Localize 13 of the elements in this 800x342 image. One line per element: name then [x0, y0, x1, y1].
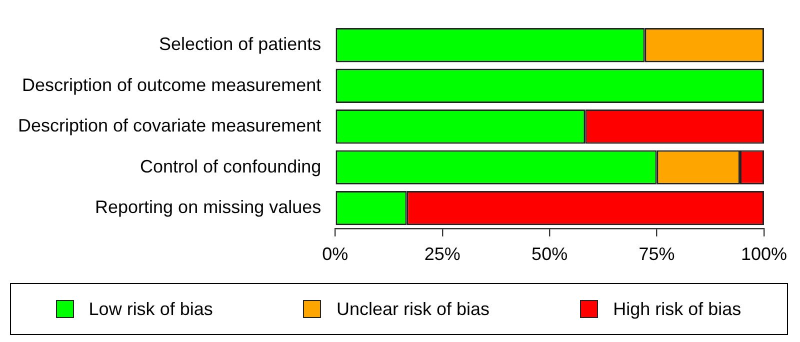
y-tick-label: Description of outcome measurement [22, 74, 322, 95]
x-tick-label: 100% [740, 244, 788, 264]
y-tick-label: Control of confounding [140, 156, 322, 176]
x-tick-label: 0% [322, 244, 348, 264]
x-tick-label: 75% [638, 244, 675, 264]
y-tick-label: Description of covariate measurement [18, 116, 322, 136]
legend-label: High risk of bias [613, 298, 742, 320]
x-tick-label: 50% [532, 244, 568, 264]
y-tick-label: Selection of patients [159, 34, 322, 54]
x-tick-label: 25% [424, 244, 460, 264]
legend-label: Low risk of bias [88, 298, 213, 320]
y-tick-label: Reporting on missing values [95, 197, 322, 218]
legend-label: Unclear risk of bias [336, 298, 490, 320]
